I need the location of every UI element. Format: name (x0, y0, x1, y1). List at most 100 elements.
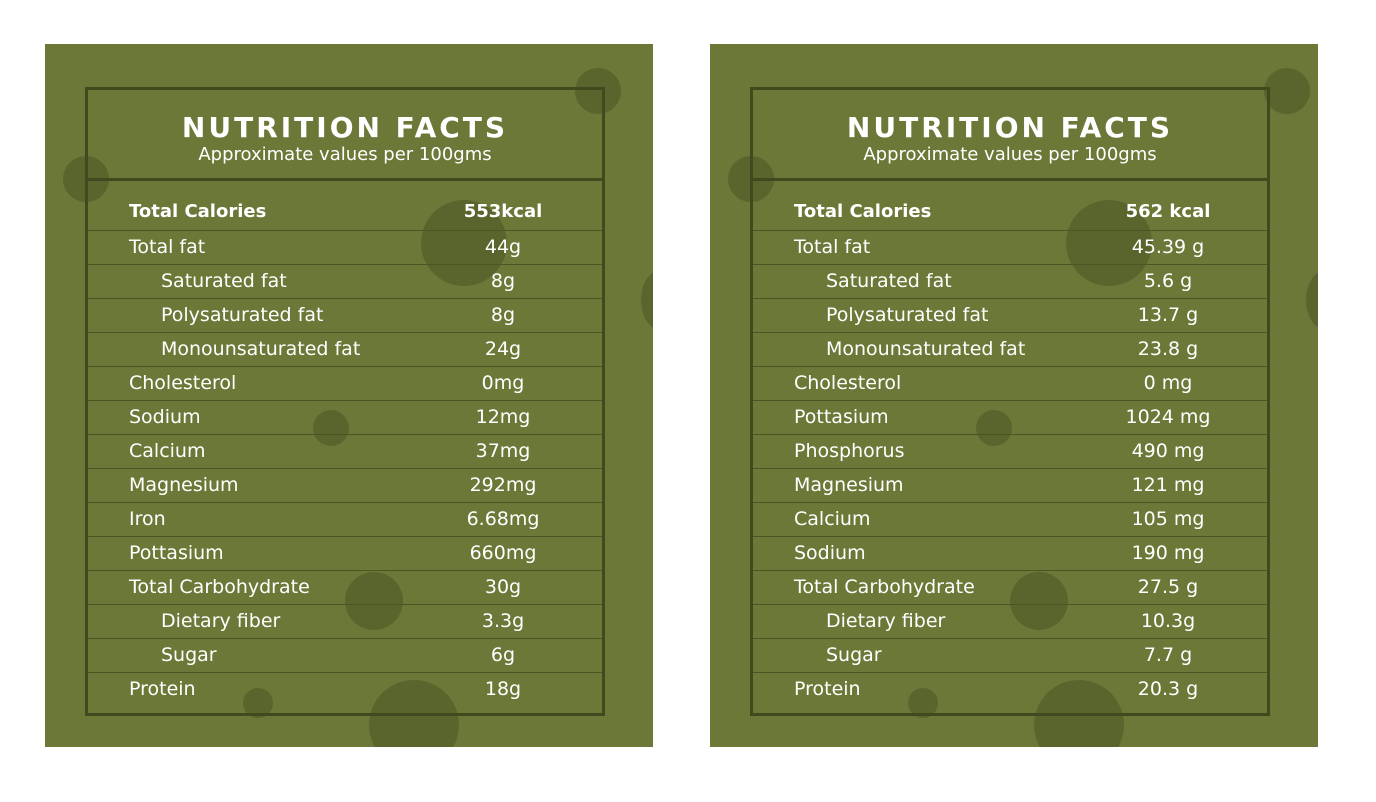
nutrition-row-dietary-fiber: Dietary fiber 3.3g (88, 605, 602, 639)
row-value: 105 mg (1131, 508, 1205, 530)
row-label: Sugar (161, 644, 217, 666)
row-value: 18g (484, 678, 522, 700)
row-value: 13.7 g (1137, 304, 1199, 326)
row-value: 45.39 g (1131, 236, 1205, 258)
decorative-dot (421, 200, 507, 286)
row-label: Total fat (794, 236, 871, 258)
row-value: 27.5 g (1137, 576, 1199, 598)
row-label: Polysaturated fat (826, 304, 989, 326)
row-value: 121 mg (1131, 474, 1205, 496)
nutrition-row-sugar: Sugar 7.7 g (753, 639, 1267, 673)
row-value: 24g (484, 338, 522, 360)
nutrition-row-polysaturated-fat: Polysaturated fat 8g (88, 299, 602, 333)
nutrition-row-calcium: Calcium 105 mg (753, 503, 1267, 537)
row-value: 0mg (481, 372, 525, 394)
nutrition-row-total-carbohydrate: Total Carbohydrate 27.5 g (753, 571, 1267, 605)
row-label: Saturated fat (161, 270, 287, 292)
nutrition-title: NUTRITION FACTS (181, 111, 509, 144)
nutrition-row-polysaturated-fat: Polysaturated fat 13.7 g (753, 299, 1267, 333)
nutrition-header: NUTRITION FACTS Approximate values per 1… (753, 90, 1267, 181)
nutrition-row-total-calories: Total Calories 553kcal (88, 181, 602, 231)
row-label: Iron (129, 508, 166, 530)
nutrition-row-total-fat: Total fat 45.39 g (753, 231, 1267, 265)
row-value: 7.7 g (1143, 644, 1193, 666)
row-label: Total fat (129, 236, 206, 258)
nutrition-row-protein: Protein 20.3 g (753, 673, 1267, 706)
nutrition-row-pottasium: Pottasium 1024 mg (753, 401, 1267, 435)
row-label: Total Carbohydrate (794, 576, 975, 598)
nutrition-row-cholesterol: Cholesterol 0mg (88, 367, 602, 401)
row-value: 3.3g (481, 610, 525, 632)
row-value: 6.68mg (466, 508, 540, 530)
row-value: 12mg (475, 406, 531, 428)
nutrition-row-protein: Protein 18g (88, 673, 602, 706)
nutrition-row-saturated-fat: Saturated fat 8g (88, 265, 602, 299)
row-value: 8g (490, 304, 516, 326)
row-label: Magnesium (794, 474, 904, 496)
nutrition-row-total-calories: Total Calories 562 kcal (753, 181, 1267, 231)
decorative-dot (575, 68, 621, 114)
decorative-dot (313, 410, 349, 446)
row-value: 6g (490, 644, 516, 666)
row-value: 20.3 g (1137, 678, 1199, 700)
row-label: Cholesterol (129, 372, 237, 394)
row-value: 44g (484, 236, 522, 258)
row-value: 5.6 g (1143, 270, 1193, 292)
nutrition-row-total-fat: Total fat 44g (88, 231, 602, 265)
row-value: 553kcal (463, 201, 543, 222)
row-label: Calcium (129, 440, 206, 462)
row-label: Protein (129, 678, 196, 700)
row-label: Total Carbohydrate (129, 576, 310, 598)
row-label: Sodium (794, 542, 866, 564)
row-value: 292mg (469, 474, 537, 496)
row-label: Dietary fiber (826, 610, 946, 632)
nutrition-row-total-carbohydrate: Total Carbohydrate 30g (88, 571, 602, 605)
decorative-dot (1264, 68, 1310, 114)
nutrition-row-calcium: Calcium 37mg (88, 435, 602, 469)
row-label: Saturated fat (826, 270, 952, 292)
row-label: Cholesterol (794, 372, 902, 394)
row-value: 30g (484, 576, 522, 598)
row-value: 190 mg (1131, 542, 1205, 564)
row-value: 562 kcal (1125, 201, 1211, 222)
row-label: Protein (794, 678, 861, 700)
nutrition-frame: NUTRITION FACTS Approximate values per 1… (750, 87, 1270, 716)
nutrition-rows: Total Calories 562 kcal Total fat 45.39 g … (753, 181, 1267, 706)
nutrition-panel-right: NUTRITION FACTS Approximate values per 1… (710, 44, 1318, 747)
row-value: 0 mg (1143, 372, 1193, 394)
nutrition-rows: Total Calories 553kcal Total fat 44g Satur… (88, 181, 602, 706)
nutrition-row-magnesium: Magnesium 121 mg (753, 469, 1267, 503)
row-label: Phosphorus (794, 440, 905, 462)
row-label: Monounsaturated fat (161, 338, 361, 360)
row-label: Magnesium (129, 474, 239, 496)
row-value: 8g (490, 270, 516, 292)
nutrition-subtitle: Approximate values per 100gms (863, 144, 1157, 165)
nutrition-frame: NUTRITION FACTS Approximate values per 1… (85, 87, 605, 716)
row-value: 10.3g (1140, 610, 1196, 632)
row-label: Monounsaturated fat (826, 338, 1026, 360)
nutrition-header: NUTRITION FACTS Approximate values per 1… (88, 90, 602, 181)
decorative-dot (1066, 200, 1152, 286)
nutrition-panel-left: NUTRITION FACTS Approximate values per 1… (45, 44, 653, 747)
decorative-dot (345, 572, 403, 630)
nutrition-row-monounsaturated-fat: Monounsaturated fat 24g (88, 333, 602, 367)
decorative-dot (641, 270, 653, 330)
row-value: 37mg (475, 440, 531, 462)
row-label: Total Calories (129, 201, 267, 222)
nutrition-row-saturated-fat: Saturated fat 5.6 g (753, 265, 1267, 299)
row-label: Calcium (794, 508, 871, 530)
nutrition-row-iron: Iron 6.68mg (88, 503, 602, 537)
row-value: 23.8 g (1137, 338, 1199, 360)
nutrition-row-cholesterol: Cholesterol 0 mg (753, 367, 1267, 401)
nutrition-row-dietary-fiber: Dietary fiber 10.3g (753, 605, 1267, 639)
row-label: Sugar (826, 644, 882, 666)
nutrition-row-sugar: Sugar 6g (88, 639, 602, 673)
decorative-dot (976, 410, 1012, 446)
nutrition-row-sodium: Sodium 190 mg (753, 537, 1267, 571)
row-label: Polysaturated fat (161, 304, 324, 326)
row-label: Pottasium (129, 542, 224, 564)
row-label: Dietary fiber (161, 610, 281, 632)
nutrition-row-sodium: Sodium 12mg (88, 401, 602, 435)
nutrition-subtitle: Approximate values per 100gms (198, 144, 492, 165)
row-label: Sodium (129, 406, 201, 428)
